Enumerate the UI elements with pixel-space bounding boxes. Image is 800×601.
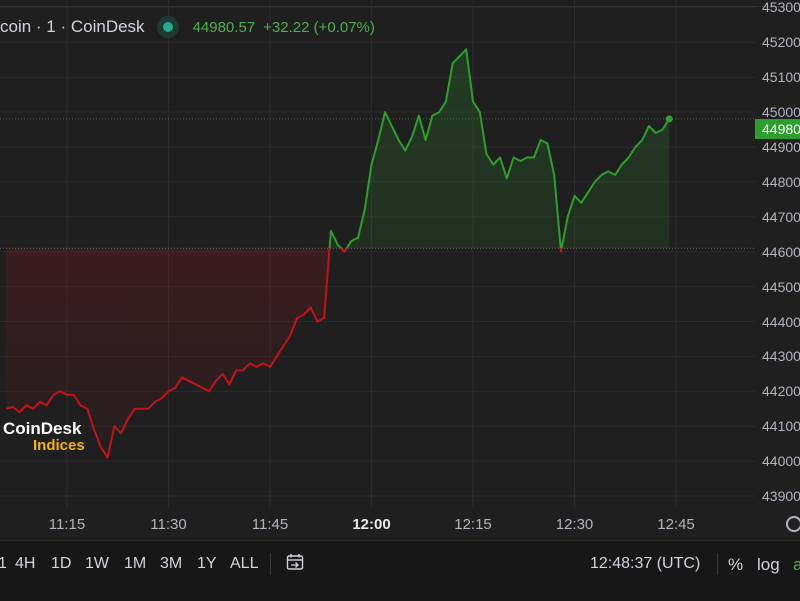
- y-tick-label: 44400: [762, 313, 800, 330]
- range-button-4h[interactable]: 4H: [15, 555, 36, 572]
- y-tick-label: 45100: [762, 69, 800, 86]
- coindesk-watermark: CoinDesk Indices: [3, 420, 85, 454]
- chart-area[interactable]: [0, 0, 800, 540]
- range-button-all[interactable]: ALL: [230, 555, 259, 572]
- x-tick-label: 12:15: [454, 516, 492, 533]
- last-price: 44980.57: [192, 18, 256, 36]
- y-tick-label: 44100: [762, 418, 800, 435]
- range-button-1w[interactable]: 1W: [85, 555, 109, 572]
- y-tick-label: 45000: [762, 104, 800, 121]
- price-line-up: [328, 48, 671, 249]
- y-tick-label: 43900: [762, 488, 800, 504]
- last-point: [665, 115, 673, 123]
- area-fill-down: [6, 248, 562, 458]
- y-tick-label: 44000: [762, 453, 800, 470]
- toolbar-divider-2: [717, 553, 718, 575]
- utc-clock[interactable]: 12:48:37 (UTC): [590, 555, 701, 572]
- range-button-1d[interactable]: 1D: [51, 555, 72, 572]
- gear-icon[interactable]: [786, 516, 800, 532]
- market-status-icon[interactable]: [156, 16, 179, 38]
- y-tick-label: 44600: [762, 243, 800, 260]
- x-tick-label: 12:45: [657, 516, 695, 533]
- percent-toggle[interactable]: %: [728, 555, 744, 574]
- y-tick-label: 45300: [762, 0, 800, 16]
- current-price-tag: 44980: [755, 119, 800, 139]
- y-tick-label: 44700: [762, 208, 800, 225]
- range-button-1[interactable]: 1: [0, 555, 7, 572]
- price-line-down: [5, 248, 563, 459]
- calendar-arrow-icon[interactable]: [286, 553, 304, 571]
- bottom-toolbar: 1 4H 1D 1W 1M 3M 1Y ALL 12:48:37 (UTC) %…: [0, 540, 800, 601]
- y-tick-label: 44200: [762, 383, 800, 400]
- x-tick-label: 11:45: [251, 516, 289, 533]
- y-tick-label: 44800: [762, 173, 800, 190]
- watermark-line1: CoinDesk: [3, 419, 82, 438]
- x-tick-label: 11:15: [48, 516, 86, 533]
- symbol-legend: coin · 1 · CoinDesk 44980.57 +32.22 (+0.…: [0, 16, 375, 38]
- log-toggle[interactable]: log: [757, 555, 780, 574]
- y-tick-label: 45200: [762, 34, 800, 51]
- watermark-line2: Indices: [33, 437, 85, 454]
- toolbar-divider: [270, 553, 271, 575]
- x-tick-label: 12:00: [352, 516, 391, 533]
- range-button-1y[interactable]: 1Y: [197, 555, 217, 572]
- symbol-title[interactable]: coin · 1 · CoinDesk: [0, 17, 145, 36]
- x-tick-label: 11:30: [150, 516, 187, 533]
- y-tick-label: 44300: [762, 348, 800, 365]
- area-fill-up: [6, 49, 670, 249]
- top-divider: [0, 6, 800, 7]
- auto-toggle[interactable]: a: [793, 555, 800, 574]
- range-button-1m[interactable]: 1M: [124, 555, 147, 572]
- y-tick-label: 44900: [762, 139, 800, 155]
- x-tick-label: 12:30: [555, 516, 594, 533]
- y-tick-label: 44500: [762, 278, 800, 295]
- price-chart[interactable]: [0, 0, 755, 508]
- range-button-3m[interactable]: 3M: [160, 555, 183, 572]
- price-change: +32.22 (+0.07%): [263, 18, 375, 36]
